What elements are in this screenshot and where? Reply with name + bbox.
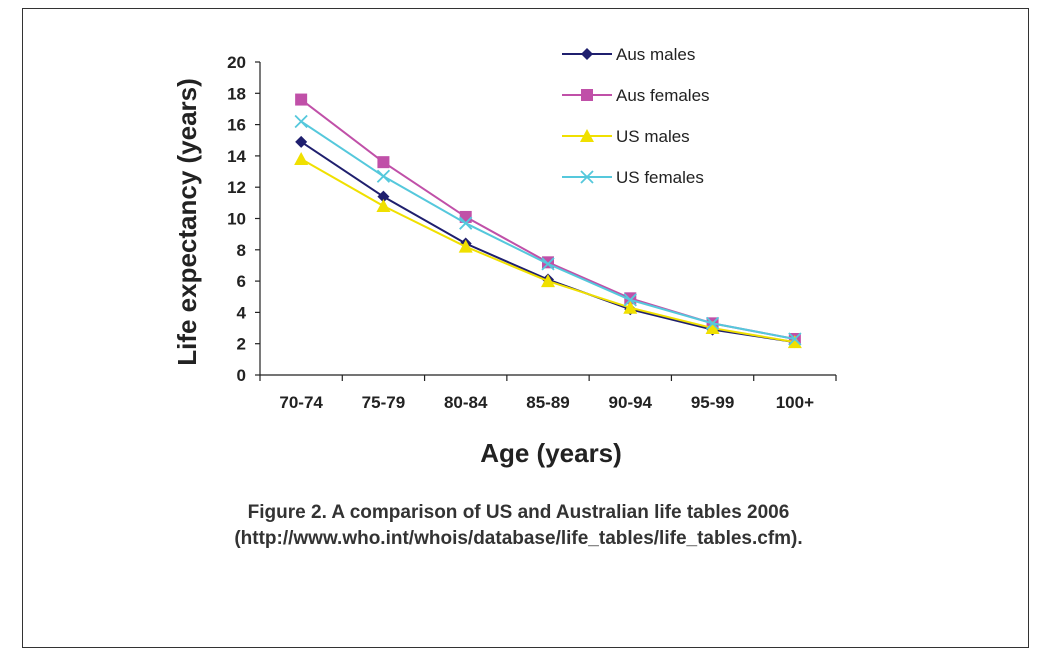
- diamond-marker: [377, 190, 390, 203]
- series-us-males: [294, 152, 802, 349]
- y-tick-label: 12: [227, 178, 246, 197]
- x-marker: [376, 169, 391, 183]
- triangle-marker: [294, 152, 309, 166]
- caption-line-2: (http://www.who.int/whois/database/life_…: [234, 528, 803, 549]
- x-marker: [705, 316, 720, 330]
- y-tick-label: 18: [227, 84, 246, 103]
- x-tick-label: 95-99: [691, 393, 734, 412]
- x-marker: [459, 216, 473, 230]
- legend-label: Aus females: [616, 86, 710, 105]
- y-tick-label: 8: [237, 241, 246, 260]
- y-tick-label: 16: [227, 116, 246, 135]
- x-marker: [294, 114, 308, 129]
- chart-legend: Aus males Aus females US males US females: [562, 45, 710, 187]
- legend-label: Aus males: [616, 45, 695, 64]
- y-axis-label: Life expectancy (years): [172, 78, 202, 366]
- y-tick-label: 0: [237, 366, 246, 385]
- chart-series: [294, 93, 802, 349]
- chart-axes: 0 2 4 6 8 10 12 14 16 18 20 70-74 75-79 80-84 85-89 90-…: [227, 53, 837, 412]
- square-marker: [295, 93, 308, 106]
- diamond-marker: [295, 135, 308, 148]
- triangle-marker: [541, 274, 555, 288]
- square-marker: [377, 156, 390, 169]
- legend-label: US females: [616, 168, 704, 187]
- x-marker: [788, 332, 802, 346]
- legend-item: Aus males: [562, 45, 695, 64]
- triangle-marker: [787, 335, 802, 349]
- y-tick-label: 6: [237, 272, 246, 291]
- x-marker: [541, 257, 555, 271]
- x-marker: [580, 170, 594, 184]
- x-marker: [623, 293, 637, 307]
- x-tick-label: 90-94: [609, 393, 653, 412]
- figure-caption: Figure 2. A comparison of US and Austral…: [0, 500, 1037, 552]
- triangle-marker: [376, 198, 391, 212]
- series-line: [300, 98, 796, 340]
- legend-label: US males: [616, 127, 690, 146]
- x-axis-label: Age (years): [480, 438, 622, 468]
- legend-item: US females: [562, 168, 704, 187]
- triangle-marker: [705, 321, 720, 335]
- legend-item: Aus females: [562, 86, 710, 105]
- y-tick-label: 20: [227, 53, 246, 72]
- series-line: [300, 158, 796, 344]
- series-aus-females: [295, 93, 801, 346]
- caption-line-1: Figure 2. A comparison of US and Austral…: [247, 502, 790, 523]
- triangle-marker: [623, 300, 638, 314]
- y-tick-label: 4: [237, 303, 247, 322]
- x-tick-label: 70-74: [279, 393, 323, 412]
- triangle-marker: [458, 239, 473, 253]
- triangle-marker: [580, 129, 594, 142]
- series-us-females: [294, 114, 802, 346]
- x-tick-label: 100+: [776, 393, 814, 412]
- square-marker: [581, 89, 593, 101]
- y-tick-label: 10: [227, 210, 246, 229]
- diamond-marker: [581, 48, 593, 60]
- figure-frame: [22, 8, 1029, 648]
- x-tick-label: 80-84: [444, 393, 488, 412]
- x-tick-label: 75-79: [362, 393, 405, 412]
- x-tick-label: 85-89: [526, 393, 569, 412]
- y-tick-label: 14: [227, 147, 246, 166]
- legend-item: US males: [562, 127, 690, 146]
- series-line: [300, 120, 796, 340]
- y-tick-label: 2: [237, 335, 246, 354]
